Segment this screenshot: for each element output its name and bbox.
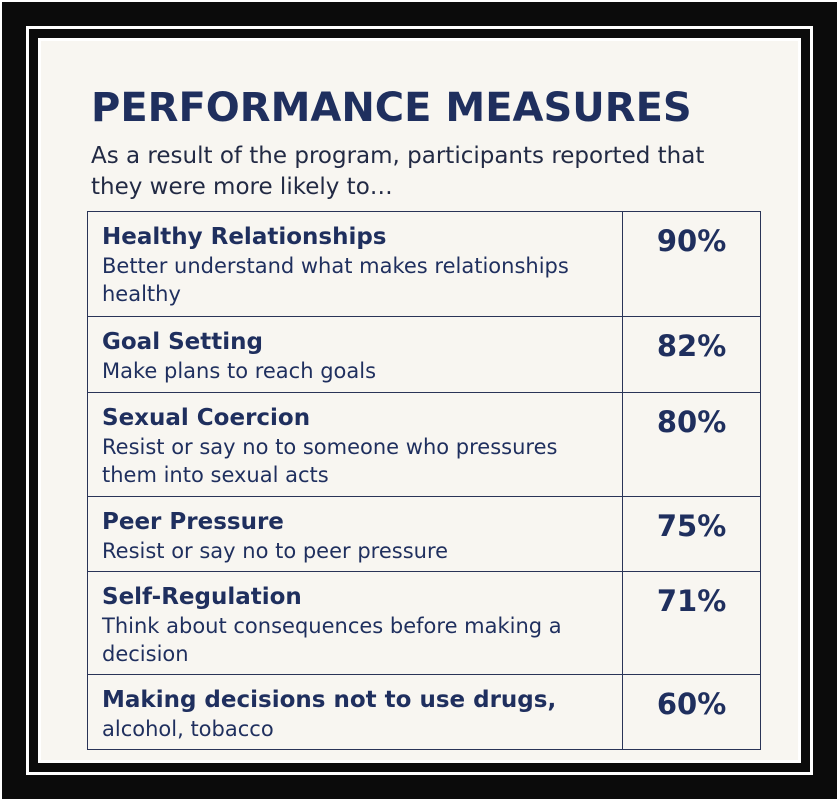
table-row: Healthy Relationships Better understand …	[86, 211, 761, 317]
percent-cell: 71%	[622, 571, 761, 675]
measure-percent: 82%	[656, 329, 727, 363]
measure-percent: 90%	[656, 224, 727, 258]
poster: PERFORMANCE MEASURES As a result of the …	[38, 38, 801, 763]
measure-name: Sexual Coercion	[102, 405, 311, 431]
measure-name: Goal Setting	[102, 329, 263, 355]
percent-cell: 60%	[622, 674, 761, 750]
table-row: Sexual Coercion Resist or say no to some…	[86, 392, 761, 497]
table-row: Making decisions not to use drugs, alcoh…	[86, 674, 761, 750]
measure-percent: 80%	[656, 405, 727, 439]
measure-cell: Peer Pressure Resist or say no to peer p…	[86, 496, 624, 572]
measure-description: Resist or say no to peer pressure	[102, 539, 449, 563]
frame-inner-border	[26, 26, 813, 775]
measure-description: Make plans to reach goals	[102, 359, 377, 383]
measure-description: Think about consequences before making a…	[102, 614, 562, 666]
measure-percent: 75%	[656, 509, 727, 543]
measure-name: Healthy Relationships	[102, 224, 387, 250]
measure-cell: Healthy Relationships Better understand …	[86, 211, 624, 317]
measure-description: alcohol, tobacco	[102, 717, 274, 741]
measure-name: Self-Regulation	[102, 584, 302, 610]
measure-description: Resist or say no to someone who pressure…	[102, 435, 558, 487]
measure-description: Better understand what makes relationshi…	[102, 254, 569, 306]
percent-cell: 75%	[622, 496, 761, 572]
table-row: Peer Pressure Resist or say no to peer p…	[86, 496, 761, 572]
measure-cell: Sexual Coercion Resist or say no to some…	[86, 392, 624, 497]
measure-name: Peer Pressure	[102, 509, 284, 535]
page-title: PERFORMANCE MEASURES	[91, 85, 692, 131]
measure-percent: 60%	[656, 687, 727, 721]
percent-cell: 82%	[622, 316, 761, 393]
measure-cell: Self-Regulation Think about consequences…	[86, 571, 624, 675]
measure-name: Making decisions not to use drugs,	[102, 687, 557, 713]
measure-percent: 71%	[656, 584, 727, 618]
measure-cell: Goal Setting Make plans to reach goals	[86, 316, 624, 393]
measure-cell: Making decisions not to use drugs, alcoh…	[86, 674, 624, 750]
percent-cell: 90%	[622, 211, 761, 317]
percent-cell: 80%	[622, 392, 761, 497]
measures-table: Healthy Relationships Better understand …	[86, 211, 761, 750]
table-row: Goal Setting Make plans to reach goals 8…	[86, 316, 761, 393]
page-subtitle: As a result of the program, participants…	[91, 143, 705, 200]
table-row: Self-Regulation Think about consequences…	[86, 571, 761, 675]
